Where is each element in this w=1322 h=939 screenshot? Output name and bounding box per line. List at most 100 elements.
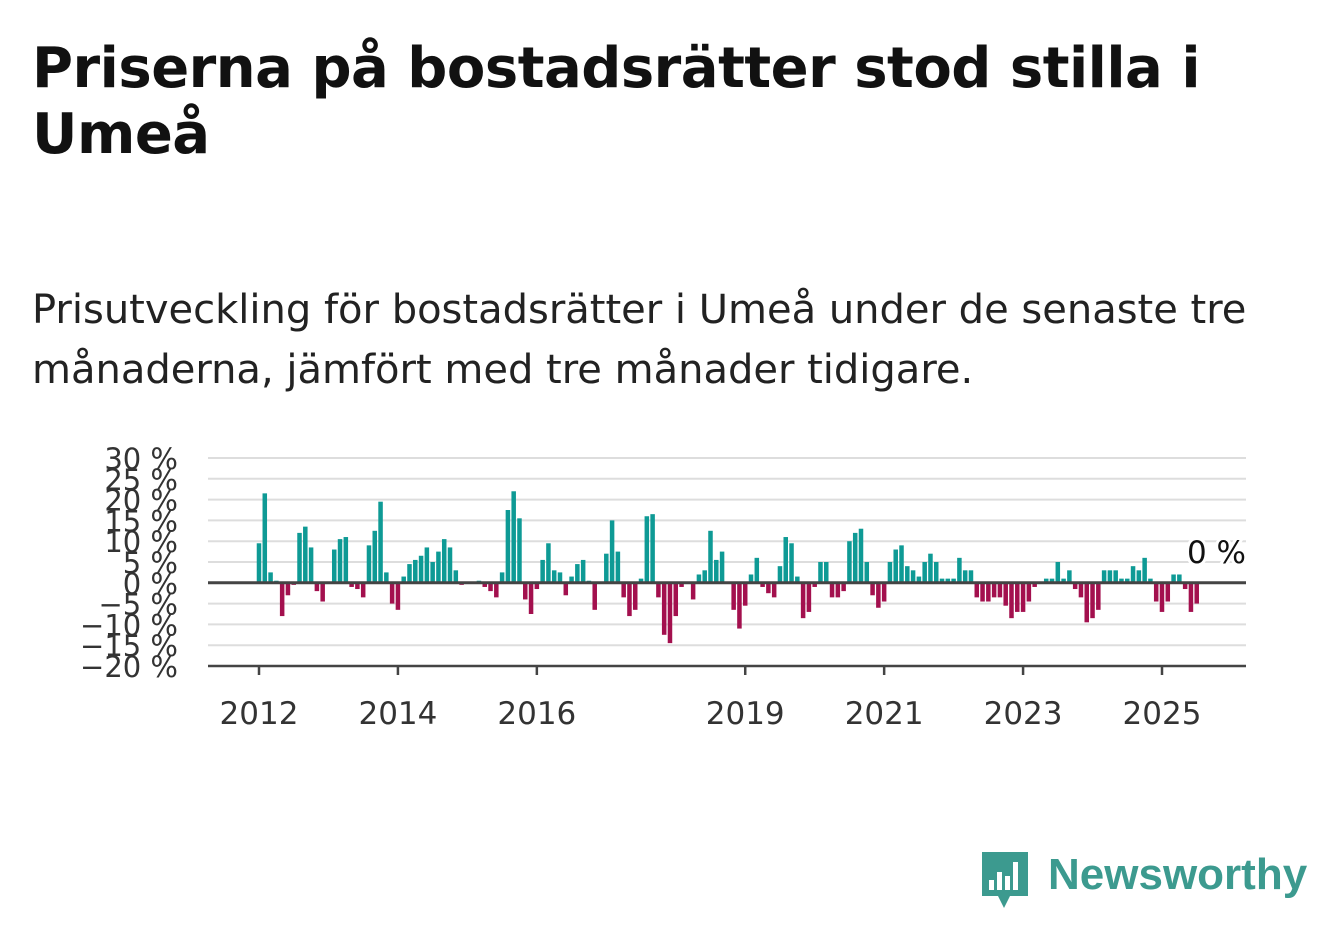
bar	[320, 582, 325, 602]
bar	[1015, 582, 1020, 612]
bar	[1142, 557, 1147, 583]
bar	[1009, 582, 1014, 619]
bar	[1090, 582, 1095, 619]
bar	[1101, 570, 1107, 583]
bar	[957, 557, 962, 583]
y-tick-label: 20 %	[104, 484, 178, 518]
bar	[945, 578, 951, 583]
bar	[771, 582, 777, 598]
bar	[331, 549, 337, 583]
bar	[1165, 582, 1171, 602]
bar	[997, 582, 1003, 598]
y-tick-label: 25 %	[104, 463, 178, 497]
bar	[864, 562, 870, 583]
x-tick-label: 2025	[1123, 696, 1202, 732]
bar	[679, 582, 684, 587]
bar	[962, 570, 968, 583]
bar	[418, 555, 424, 583]
bar	[534, 582, 540, 590]
bar	[748, 574, 754, 583]
bar-chart-speech-bubble-icon	[982, 852, 1028, 908]
bar	[1171, 574, 1176, 583]
bar	[621, 582, 626, 598]
y-tick-label: −10 %	[80, 608, 178, 642]
bar	[939, 578, 945, 583]
bar	[424, 547, 430, 583]
bar	[1153, 582, 1159, 602]
bar	[413, 559, 418, 583]
bar	[632, 582, 638, 610]
bar	[343, 537, 349, 583]
bar	[922, 562, 927, 583]
bar	[1182, 582, 1188, 590]
bar	[1125, 578, 1130, 583]
bar	[650, 514, 655, 583]
bar	[1119, 578, 1124, 583]
y-tick-label: 5 %	[123, 546, 178, 580]
bar	[1130, 566, 1136, 583]
bar	[795, 576, 800, 583]
bar	[540, 559, 545, 583]
bar	[430, 562, 435, 583]
bar	[696, 574, 702, 583]
bar	[852, 532, 858, 583]
bar	[395, 582, 401, 610]
bar	[256, 543, 262, 583]
x-tick-label: 2016	[497, 696, 576, 732]
y-tick-label: −15 %	[80, 629, 178, 663]
bars	[256, 491, 1199, 644]
bar	[505, 510, 511, 583]
y-tick-label: 30 %	[104, 442, 178, 476]
x-tick-label: 2014	[358, 696, 437, 732]
y-tick-label: −5 %	[98, 588, 178, 622]
bar	[899, 545, 904, 583]
bar	[1096, 582, 1101, 610]
bar	[1072, 582, 1078, 590]
bar	[841, 582, 846, 592]
bar	[760, 582, 765, 587]
bar	[517, 518, 522, 583]
bar	[453, 570, 459, 583]
bar	[818, 562, 823, 583]
bar	[1188, 582, 1194, 612]
bar	[441, 539, 447, 583]
bar	[766, 582, 771, 594]
bar	[847, 541, 852, 583]
bar	[407, 564, 412, 583]
bar	[447, 547, 453, 583]
bar	[557, 572, 563, 583]
y-tick-label: 15 %	[104, 504, 178, 538]
bar	[563, 582, 569, 596]
y-tick-label: 10 %	[104, 525, 178, 559]
x-tick-label: 2019	[706, 696, 785, 732]
bar	[268, 572, 273, 583]
bar	[812, 582, 817, 587]
bar	[881, 582, 887, 602]
bar	[777, 566, 783, 583]
bar	[360, 582, 366, 598]
bar	[1003, 582, 1008, 606]
bar	[800, 582, 806, 619]
bar	[349, 582, 354, 587]
bar	[627, 582, 632, 617]
bar	[858, 528, 864, 583]
bar	[986, 582, 991, 602]
x-tick-label: 2023	[984, 696, 1063, 732]
bar	[482, 582, 487, 587]
bar	[1113, 570, 1118, 583]
bar	[279, 582, 285, 617]
bar	[1084, 582, 1089, 623]
bar	[702, 570, 707, 583]
bar	[436, 551, 441, 583]
bar	[754, 557, 760, 583]
y-tick-label: 0 %	[123, 567, 178, 601]
bar	[1049, 578, 1055, 583]
bar	[1055, 562, 1061, 583]
bar	[951, 578, 956, 583]
bar	[829, 582, 835, 598]
chart-subtitle: Prisutveckling för bostadsrätter i Umeå …	[32, 287, 1247, 393]
bar	[933, 562, 939, 583]
bar	[262, 493, 268, 583]
bar	[366, 545, 372, 583]
bar	[870, 582, 875, 596]
